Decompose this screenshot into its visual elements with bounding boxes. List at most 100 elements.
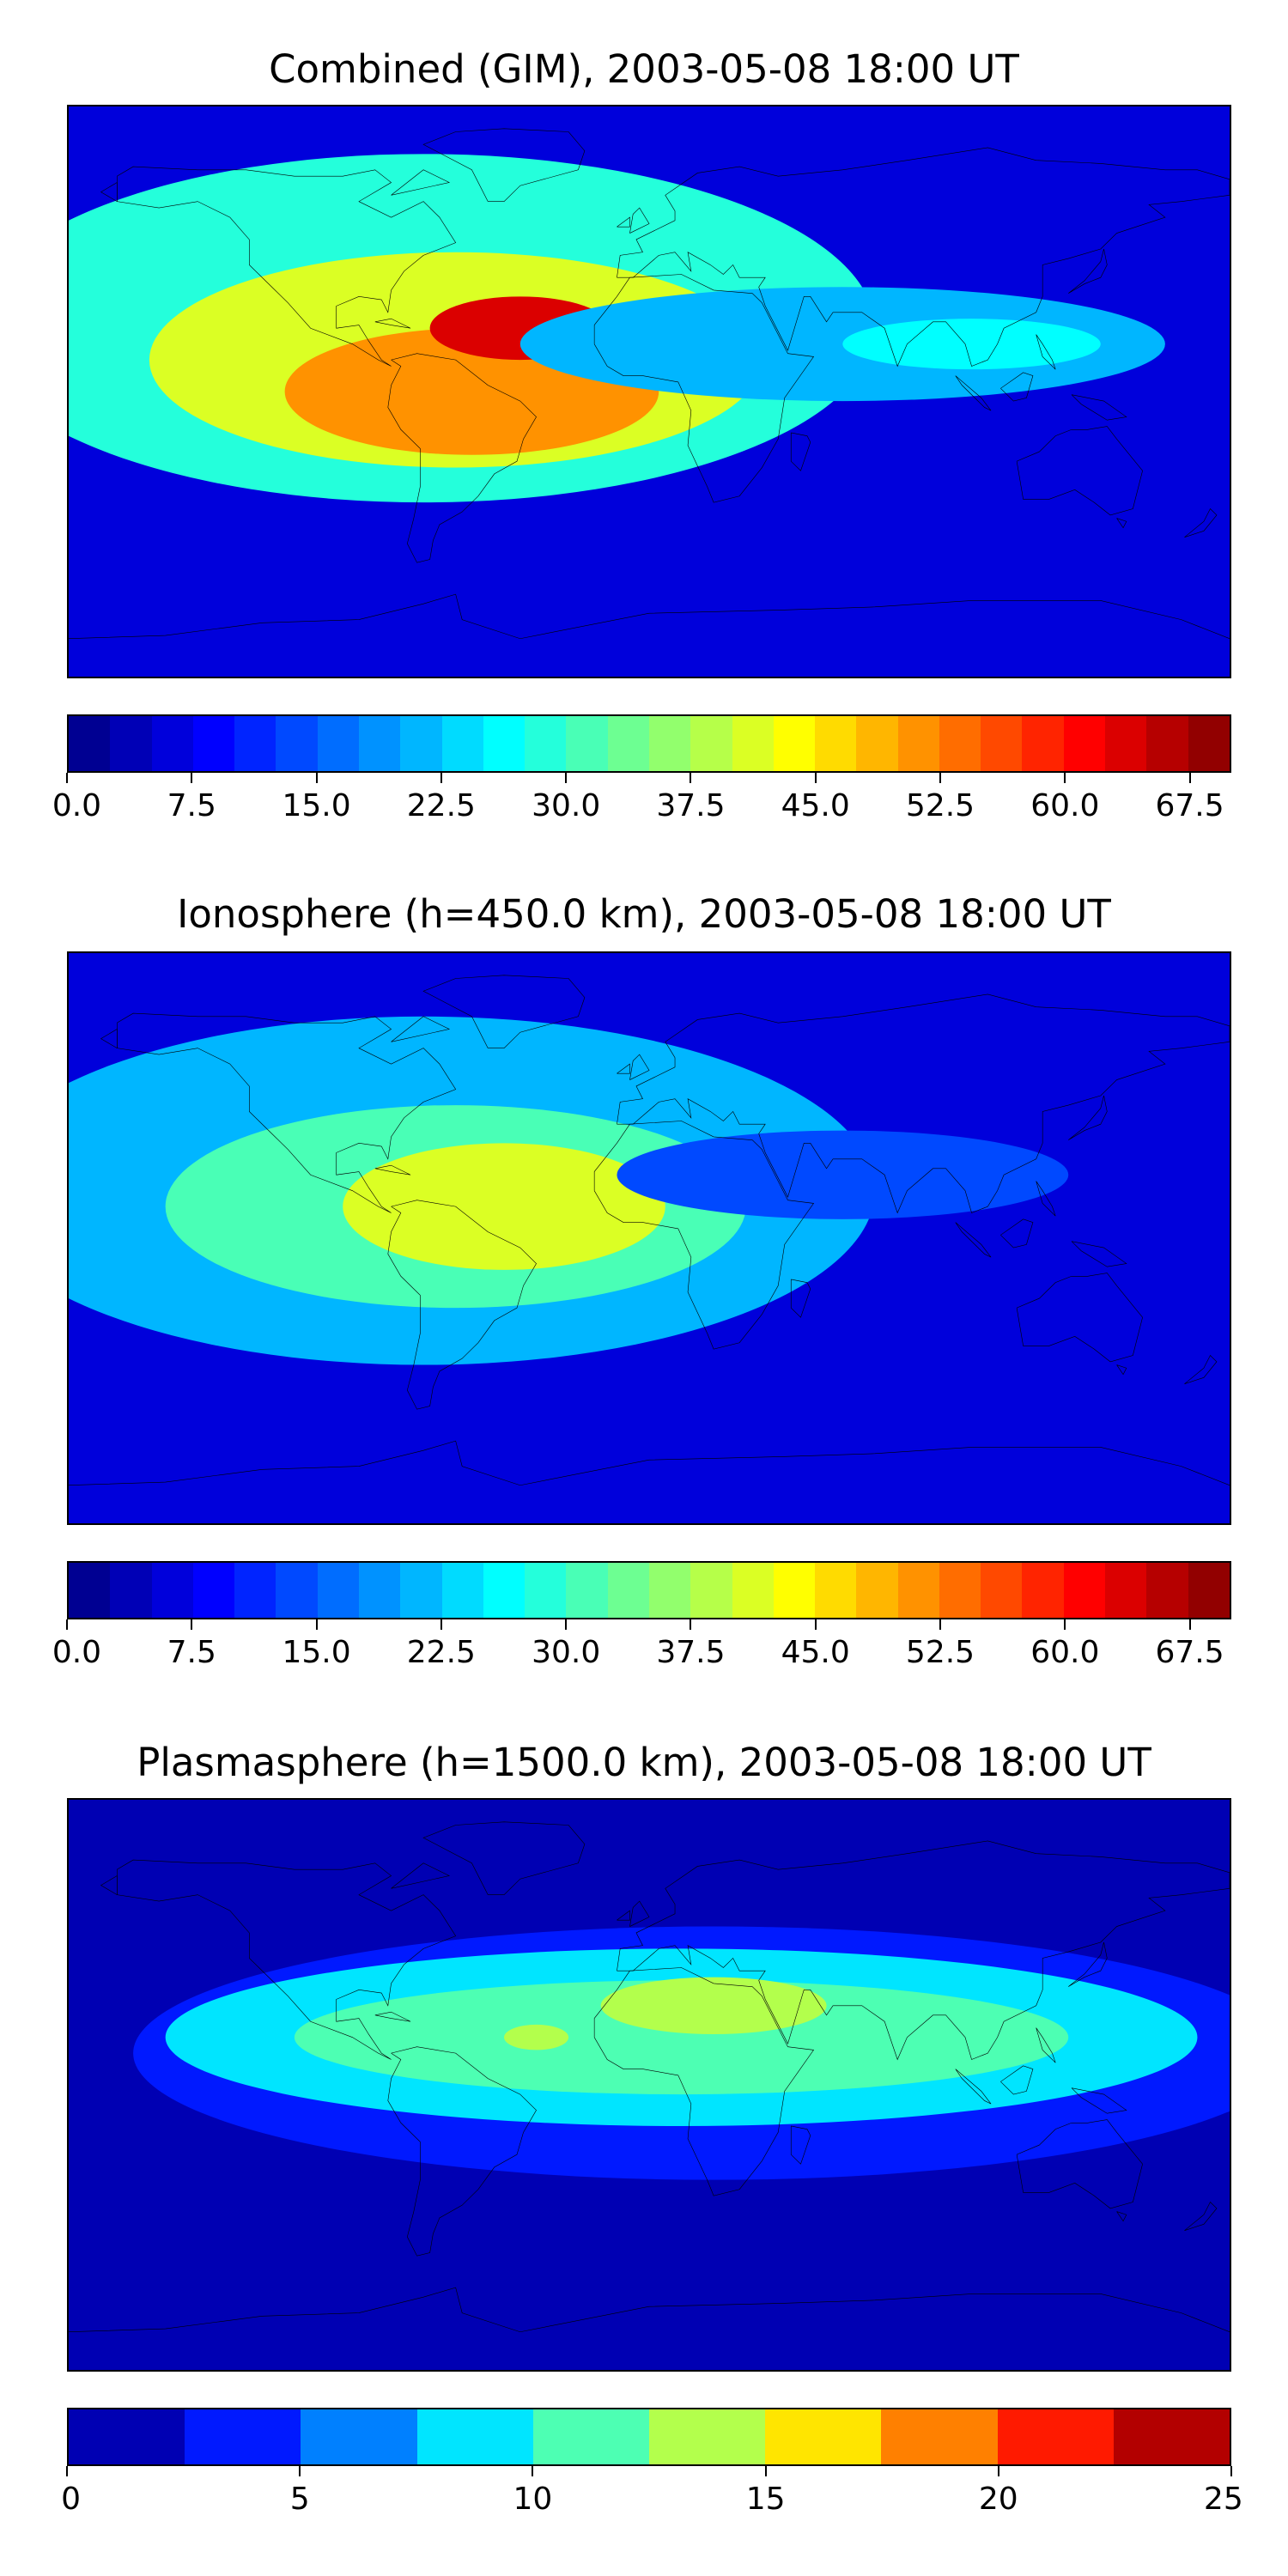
colorbar-level — [151, 716, 193, 771]
panel-2-colorbar-ticks: 0.0 7.5 15.0 22.5 30.0 37.5 45.0 52.5 60.0 67.5 — [52, 1619, 1231, 1671]
coastline — [956, 376, 991, 411]
coastline — [69, 1441, 1230, 1485]
colorbar-level — [732, 1563, 774, 1618]
colorbar-level — [732, 716, 774, 771]
colorbar-tick-label: 45.0 — [781, 788, 850, 823]
colorbar-tick-label: 60.0 — [1030, 788, 1100, 823]
panel-2-map-svg — [69, 953, 1230, 1523]
colorbar-level — [566, 716, 608, 771]
colorbar-tick — [939, 773, 941, 783]
field-contour — [600, 1977, 827, 2034]
coastline — [617, 1064, 629, 1073]
coastline — [117, 1013, 455, 1212]
colorbar-tick — [66, 773, 68, 783]
coastline — [1117, 2212, 1127, 2221]
colorbar-level — [1146, 1563, 1188, 1618]
coastlines — [69, 1822, 1230, 2332]
coastline — [117, 1860, 455, 2059]
coastline — [1068, 1096, 1107, 1140]
coastline — [956, 2069, 991, 2105]
colorbar-tick — [814, 1619, 817, 1630]
coastline — [1036, 1182, 1056, 1217]
coastline — [617, 148, 1230, 367]
colorbar-level — [358, 716, 401, 771]
coastline — [375, 319, 410, 328]
colorbar-level — [1146, 716, 1188, 771]
colorbar-level — [981, 1563, 1023, 1618]
colorbar-level — [69, 1563, 111, 1618]
coastline — [1184, 1355, 1217, 1383]
coastline — [1117, 1365, 1127, 1375]
colorbar-tick — [690, 1619, 692, 1630]
coastline — [423, 129, 585, 202]
coastline — [1072, 1242, 1127, 1267]
colorbar-level — [110, 716, 152, 771]
colorbar-level — [856, 1563, 898, 1618]
coastline — [629, 208, 649, 234]
colorbar-tick-label: 25 — [1203, 2482, 1243, 2517]
colorbar-tick — [191, 773, 193, 783]
colorbar-tick-label: 10 — [513, 2482, 553, 2517]
colorbar-tick — [997, 2466, 999, 2476]
colorbar-tick — [191, 1619, 193, 1630]
colorbar-level — [301, 2409, 417, 2464]
colorbar-level — [856, 716, 898, 771]
field-contour — [617, 1130, 1069, 1219]
coastline — [1072, 395, 1127, 421]
colorbar-tick — [532, 2466, 534, 2476]
colorbar-tick — [1188, 1619, 1191, 1630]
coastline — [956, 1223, 991, 1258]
coastline — [101, 1030, 118, 1048]
colorbar-level — [815, 716, 857, 771]
colorbar-level — [765, 2409, 882, 2464]
coastline — [69, 594, 1230, 639]
colorbar-level — [649, 2409, 766, 2464]
colorbar-level — [69, 716, 111, 771]
coastline — [791, 2126, 811, 2164]
colorbar-level — [400, 1563, 442, 1618]
coastline — [375, 2012, 410, 2021]
colorbar-tick — [315, 773, 318, 783]
colorbar-tick-label: 67.5 — [1155, 1635, 1224, 1670]
coastline — [629, 1054, 649, 1080]
coastline — [1036, 2028, 1056, 2063]
coastlines — [69, 975, 1230, 1485]
colorbar-level — [151, 1563, 193, 1618]
colorbar-tick-label: 30.0 — [532, 1635, 601, 1670]
coastline — [594, 1968, 813, 2196]
coastlines — [69, 129, 1230, 639]
colorbar-level — [648, 1563, 691, 1618]
colorbar-tick — [690, 773, 692, 783]
colorbar-tick-label: 5 — [289, 2482, 310, 2517]
coastline — [117, 167, 455, 366]
panel-3-map — [67, 1798, 1231, 2372]
colorbar-tick — [814, 773, 817, 783]
coastline — [791, 433, 811, 471]
colorbar-level — [276, 716, 318, 771]
coastline — [423, 1822, 585, 1895]
panel-3-colorbar-ticks: 0 5 10 15 20 25 — [61, 2466, 1243, 2518]
colorbar-level — [192, 716, 235, 771]
field-contour — [294, 1980, 1069, 2095]
colorbar-tick-label: 7.5 — [167, 788, 216, 823]
colorbar-level — [69, 2409, 185, 2464]
colorbar-level — [897, 1563, 939, 1618]
coastline — [629, 1901, 649, 1927]
coastline — [388, 1200, 537, 1409]
panel-3-map-svg — [69, 1800, 1230, 2370]
colorbar-level — [981, 716, 1023, 771]
colorbar-level — [317, 716, 359, 771]
coastline — [594, 1121, 813, 1350]
colorbar-tick — [299, 2466, 301, 2476]
colorbar-level — [773, 1563, 816, 1618]
panel-2-title: Ionosphere (h=450.0 km), 2003-05-08 18:0… — [177, 891, 1111, 937]
colorbar-tick — [440, 773, 442, 783]
coastline — [388, 354, 537, 562]
colorbar-tick — [1230, 2466, 1232, 2476]
colorbar-tick-label: 15.0 — [282, 788, 351, 823]
coastline — [1072, 2088, 1127, 2114]
colorbar-level — [690, 1563, 732, 1618]
colorbar-level — [1105, 716, 1147, 771]
colorbar-level — [690, 716, 732, 771]
colorbar-level — [416, 2409, 533, 2464]
